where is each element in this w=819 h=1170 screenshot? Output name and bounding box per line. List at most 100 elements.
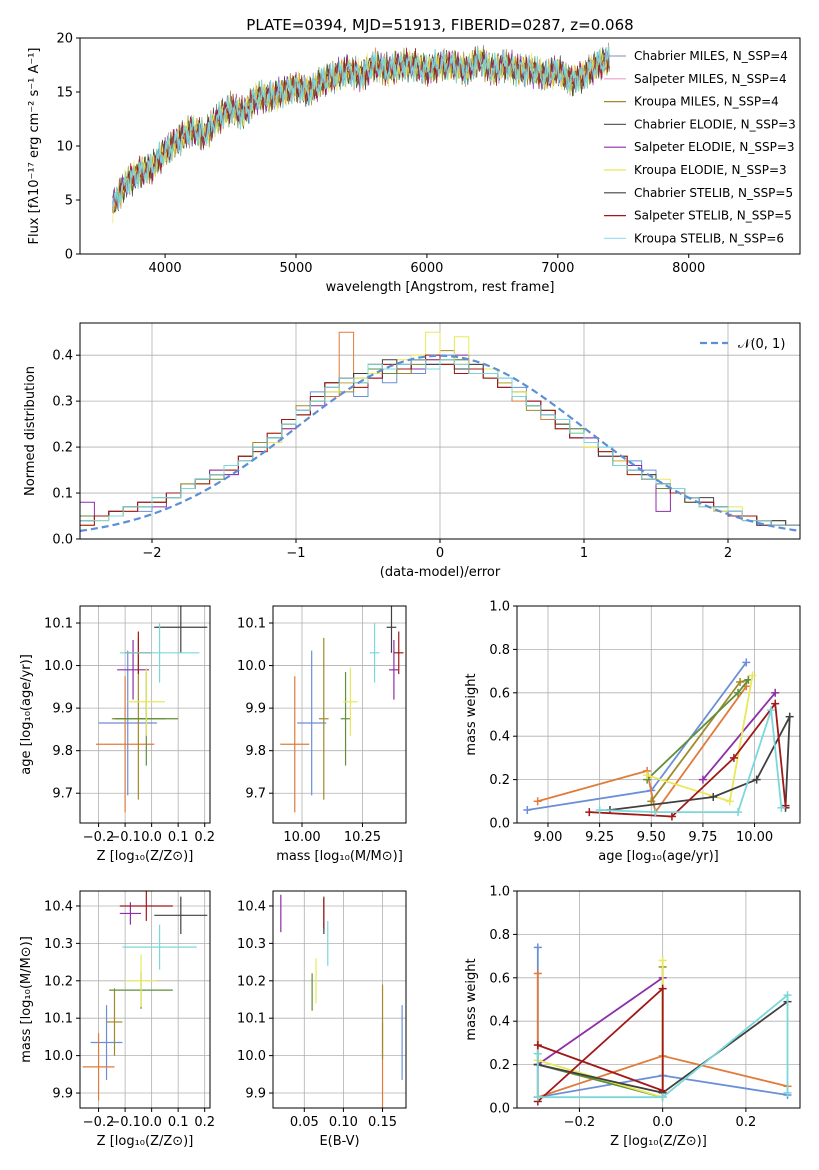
y-tick-label: 10.1 (237, 1012, 266, 1027)
histogram-step (80, 359, 800, 526)
y-tick-label: 10.1 (44, 1012, 73, 1027)
y-tick-label: 10.0 (44, 1049, 73, 1064)
x-tick-label: 10.00 (283, 830, 320, 845)
legend-label: Kroupa MILES, N_SSP=4 (634, 95, 779, 109)
weight-line (599, 709, 783, 813)
weight-vs-age-panel: 9.00 9.25 9.50 9.75 10.00 0.0 0.2 0.4 0.6 0.8 1.0 a… (464, 600, 801, 864)
x-tick-label: −2 (142, 546, 161, 561)
x-tick-label: 9.50 (637, 830, 666, 845)
plot-area (80, 331, 800, 532)
y-tick-label: 0.0 (489, 817, 510, 832)
y-axis-label: mass weight (464, 958, 479, 1040)
x-tick-label: 9.00 (534, 830, 563, 845)
y-tick-label: 0.2 (489, 773, 510, 788)
y-tick-label: 0.4 (489, 730, 510, 745)
y-axis-label: mass [log₁₀(M/M⊙)] (19, 936, 34, 1063)
y-tick-label: 10.2 (44, 974, 73, 989)
weight-line (609, 716, 791, 811)
y-tick-label: 10.4 (237, 899, 266, 914)
legend-label: Salpeter ELODIE, N_SSP=3 (634, 140, 795, 154)
x-tick-label: 4000 (149, 261, 182, 276)
x-axis-label: Z [log₁₀(Z/Z⊙)] (610, 1134, 707, 1149)
y-tick-label: 0.6 (489, 686, 510, 701)
legend-label: Chabrier ELODIE, N_SSP=3 (634, 117, 796, 131)
x-tick-label: 9.25 (585, 830, 614, 845)
y-tick-label: 10.1 (44, 617, 73, 632)
residual-panel: −2 −1 0 1 2 0.0 0.1 0.2 0.3 0.4 (data-model)/error… (23, 322, 801, 580)
x-tick-label: 2 (724, 546, 732, 561)
y-tick-label: 10.0 (44, 659, 73, 674)
y-tick-label: 1.0 (489, 600, 510, 615)
age-vs-z-panel: −0.2−0.1 0.0 0.1 0.2 9.7 9.8 9.9 10.0 10.1 Z [log… (19, 605, 215, 864)
y-axis-label: mass weight (464, 673, 479, 755)
x-tick-label: 0.1 (168, 830, 189, 845)
y-tick-label: 10.1 (237, 617, 266, 632)
x-tick-label: 0.2 (194, 1115, 215, 1130)
plot-area (95, 606, 208, 813)
legend-label: Kroupa ELODIE, N_SSP=3 (634, 163, 787, 177)
weight-line (646, 679, 750, 781)
x-tick-label: −0.2 (564, 1115, 596, 1130)
x-tick-label: 0.0 (141, 1115, 162, 1130)
y-tick-label: 0.8 (489, 928, 510, 943)
plot-area (280, 894, 403, 1108)
y-tick-label: 0.2 (489, 1058, 510, 1073)
y-tick-label: 9.8 (52, 744, 73, 759)
x-tick-label: 0 (436, 546, 444, 561)
y-tick-label: 9.9 (245, 1087, 266, 1102)
plot-area (112, 42, 610, 224)
spectrum-panel: 4000 5000 6000 7000 8000 0 5 10 15 20 wavelength [… (27, 16, 801, 295)
y-tick-label: 9.7 (52, 787, 73, 802)
x-tick-label: 0.1 (168, 1115, 189, 1130)
x-tick-label: 0.15 (368, 1115, 397, 1130)
weight-line (702, 692, 776, 781)
y-tick-label: 0.0 (489, 1102, 510, 1117)
axes-frame (272, 890, 407, 1109)
y-tick-label: 10.3 (44, 937, 73, 952)
x-tick-label: 8000 (672, 261, 705, 276)
axes-frame (516, 605, 801, 824)
legend-label: Chabrier STELIB, N_SSP=5 (634, 186, 793, 200)
y-tick-label: 10.4 (44, 899, 73, 914)
y-tick-label: 5 (65, 194, 73, 209)
mass-vs-z-panel: −0.2−0.1 0.0 0.1 0.2 9.9 10.0 10.1 10.2 10.3 10.4… (19, 890, 215, 1149)
y-axis-label: Normed distribution (23, 366, 38, 496)
mass-vs-ebv-panel: 0.05 0.10 0.15 9.9 10.0 10.1 10.2 10.3 10.4 E(B-V… (237, 890, 407, 1149)
x-tick-label: 5000 (279, 261, 312, 276)
y-tick-label: 0.0 (52, 533, 73, 548)
axes-frame (79, 890, 211, 1109)
y-tick-label: 10 (56, 140, 73, 155)
plot-area (523, 658, 794, 821)
axes-frame (272, 605, 407, 824)
y-tick-label: 0.1 (52, 487, 73, 502)
x-tick-label: −0.1 (109, 830, 141, 845)
x-tick-label: 0.05 (290, 1115, 319, 1130)
spectrum-line (112, 45, 610, 211)
age-vs-mass-panel: 10.00 10.25 9.7 9.8 9.9 10.0 10.1 mass [log₁₀(M… (237, 605, 407, 864)
y-tick-label: 10.0 (237, 659, 266, 674)
x-tick-label: −0.2 (83, 830, 115, 845)
y-tick-label: 9.8 (245, 744, 266, 759)
y-tick-label: 0.6 (489, 971, 510, 986)
y-axis-label: Flux [fλ10⁻¹⁷ erg cm⁻² s⁻¹ A⁻¹] (27, 48, 42, 245)
legend-label: 𝒩(0, 1) (738, 337, 785, 352)
y-tick-label: 10.0 (237, 1049, 266, 1064)
x-tick-label: 0.0 (141, 830, 162, 845)
x-axis-label: Z [log₁₀(Z/Z⊙)] (97, 1134, 194, 1149)
x-tick-label: 10.25 (344, 830, 381, 845)
y-tick-label: 10.2 (237, 974, 266, 989)
x-tick-label: −1 (286, 546, 305, 561)
x-tick-label: −0.1 (109, 1115, 141, 1130)
axes-frame (79, 605, 211, 824)
y-tick-label: 10.3 (237, 937, 266, 952)
y-tick-label: 9.7 (245, 787, 266, 802)
weight-line (536, 973, 788, 1099)
spectrum-legend: Chabrier MILES, N_SSP=4 Salpeter MILES, N… (604, 49, 796, 245)
x-tick-label: 0.2 (736, 1115, 757, 1130)
plot-area (280, 606, 404, 813)
normal-curve (80, 354, 800, 532)
y-tick-label: 1.0 (489, 885, 510, 900)
x-tick-label: 9.75 (688, 830, 717, 845)
x-axis-label: Z [log₁₀(Z/Z⊙)] (97, 849, 194, 864)
legend-label: Salpeter STELIB, N_SSP=5 (634, 209, 792, 223)
